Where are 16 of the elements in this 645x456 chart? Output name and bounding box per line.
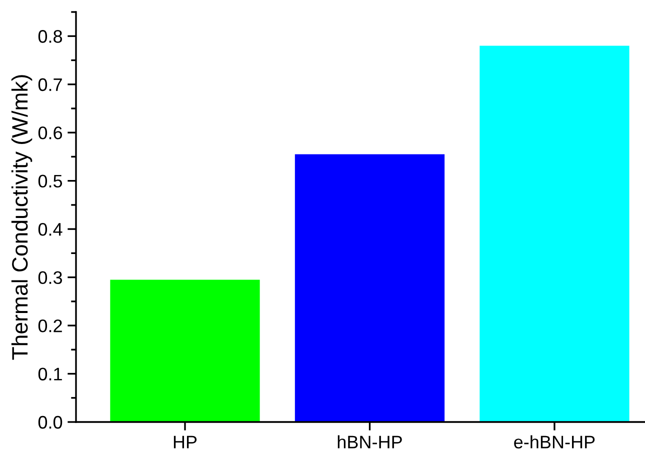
y-tick-label: 0.6 <box>38 126 62 140</box>
y-tick-label: 0.0 <box>38 416 62 429</box>
bar <box>110 280 260 422</box>
y-tick-label: 0.1 <box>38 368 62 380</box>
y-tick-label: 0.7 <box>38 78 62 92</box>
y-tick-label: 0.4 <box>38 222 62 236</box>
y-tick-label: 0.5 <box>38 174 62 188</box>
x-tick-label: hBN-HP <box>338 435 402 448</box>
x-tick-label: HP <box>174 436 197 448</box>
y-tick-label: 0.3 <box>38 271 62 284</box>
bar <box>480 46 630 422</box>
bar <box>294 154 445 422</box>
y-axis-title: Thermal Conductivity (W/mk) <box>11 75 32 360</box>
y-tick-label: 0.8 <box>38 30 62 43</box>
y-tick-label: 0.2 <box>38 319 62 332</box>
x-tick-label: e-hBN-HP <box>514 435 595 448</box>
